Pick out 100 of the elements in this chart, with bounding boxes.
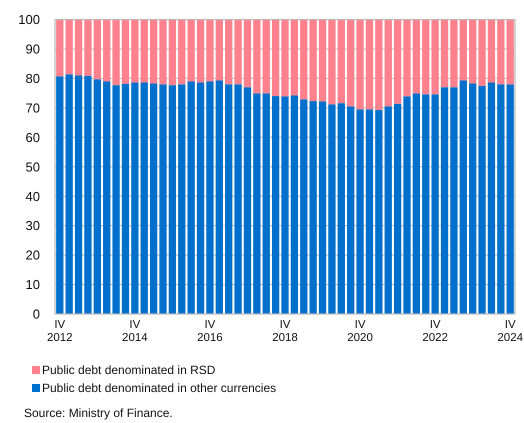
bar	[338, 20, 345, 104]
bar	[450, 20, 458, 88]
bar	[403, 96, 411, 314]
bar	[225, 84, 232, 314]
bar	[506, 84, 514, 314]
bar	[356, 20, 364, 110]
bar	[196, 20, 204, 83]
bar	[56, 76, 64, 314]
bar	[347, 20, 354, 106]
bar	[196, 82, 204, 314]
bar	[431, 94, 439, 314]
y-tick-label: 50	[26, 159, 40, 174]
bar	[366, 109, 374, 314]
bar	[469, 83, 476, 314]
bar	[506, 20, 514, 84]
bar	[244, 87, 252, 314]
y-tick-label: 0	[32, 306, 40, 322]
bar	[84, 76, 92, 314]
bar	[244, 20, 252, 88]
bar	[469, 20, 476, 84]
bar	[94, 79, 101, 314]
x-tick-label: IV 2012	[46, 319, 73, 344]
bar	[281, 96, 289, 314]
bar	[347, 106, 354, 314]
bar	[300, 99, 308, 314]
y-tick-label: 30	[26, 218, 40, 234]
bar	[159, 84, 167, 314]
bar	[272, 20, 280, 96]
y-tick-label: 70	[26, 100, 40, 116]
bar	[338, 103, 345, 314]
bar	[460, 80, 467, 314]
bar	[366, 20, 374, 110]
bar	[74, 75, 82, 314]
bar	[375, 20, 382, 110]
bar	[112, 85, 120, 314]
bar	[56, 20, 64, 76]
bar	[253, 20, 261, 94]
bar	[318, 101, 326, 314]
bar	[290, 20, 298, 96]
bar	[253, 93, 261, 314]
bar	[450, 87, 458, 314]
bar	[66, 20, 73, 74]
bar	[122, 84, 130, 314]
bar	[272, 96, 280, 314]
bar	[150, 83, 158, 314]
x-tick-label: IV 2014	[122, 319, 148, 344]
bar	[412, 20, 420, 94]
bar	[178, 84, 186, 314]
bar	[103, 20, 110, 82]
bar	[290, 95, 298, 314]
bar	[178, 20, 186, 84]
bar	[66, 74, 73, 314]
x-tick-label: IV 2024	[497, 319, 524, 344]
bar	[74, 20, 82, 76]
x-tick-label: IV 2022	[422, 319, 448, 344]
y-tick-label: 40	[26, 188, 40, 204]
x-tick-label: IV 2020	[347, 319, 373, 344]
bar	[262, 20, 270, 94]
x-tick-label: IV 2018	[272, 319, 298, 344]
bar	[150, 20, 158, 84]
bar	[103, 81, 110, 314]
y-tick-label: 100	[18, 12, 40, 28]
bar	[318, 20, 326, 102]
bar	[159, 20, 167, 84]
y-tick-label: 20	[26, 248, 40, 263]
bar	[131, 20, 139, 83]
bar	[328, 20, 336, 104]
bar	[281, 20, 289, 96]
bar	[84, 20, 92, 76]
bar	[460, 20, 467, 80]
bar	[422, 94, 430, 314]
bar	[225, 20, 232, 84]
bar	[497, 20, 504, 84]
bar	[262, 93, 270, 314]
bar	[375, 110, 382, 314]
bar	[328, 104, 336, 314]
bar	[188, 81, 195, 314]
legend-label: Public debt denominated in other currencies	[42, 381, 276, 396]
bar	[94, 20, 101, 80]
bar	[440, 87, 448, 314]
bar	[497, 84, 504, 314]
bar	[216, 80, 223, 314]
bar	[168, 20, 176, 86]
bar	[394, 104, 402, 314]
bar	[131, 82, 139, 314]
bar	[168, 85, 176, 314]
bar	[206, 20, 214, 82]
source-note: Source: Ministry of Finance.	[24, 406, 173, 420]
legend-label: Public debt denominated in RSD	[42, 363, 216, 378]
bar	[478, 86, 486, 314]
bar	[309, 20, 317, 102]
bar	[234, 84, 242, 314]
bar	[300, 20, 308, 100]
y-tick-label: 80	[26, 70, 40, 86]
bar	[440, 20, 448, 88]
bar	[394, 20, 402, 104]
bar	[234, 20, 242, 84]
bar	[122, 20, 130, 84]
bar	[403, 20, 411, 96]
bar	[384, 20, 392, 106]
